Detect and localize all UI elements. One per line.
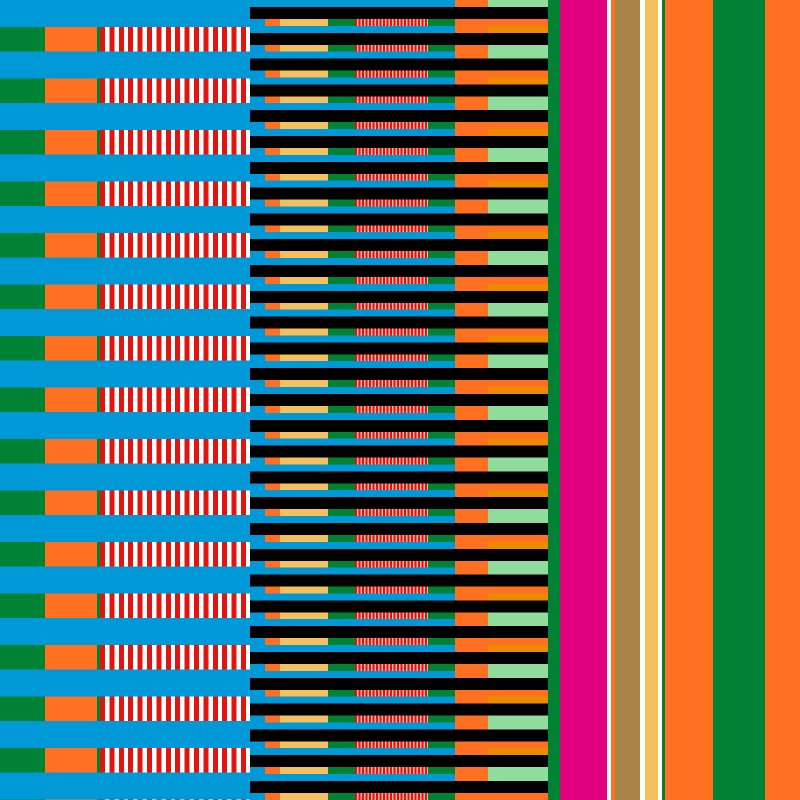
stripe-band — [97, 0, 100, 800]
stripe-band — [548, 0, 560, 800]
vertical-stripe — [560, 0, 607, 800]
vertical-stripe — [713, 0, 765, 800]
vertical-stripe — [645, 0, 658, 800]
stripe-band — [45, 0, 97, 800]
stripe-band — [100, 0, 250, 800]
stripe-band — [0, 0, 45, 800]
vertical-stripe — [765, 0, 800, 800]
stripe-band — [250, 0, 550, 800]
vertical-stripe — [640, 0, 645, 800]
vertical-stripe — [615, 0, 640, 800]
vertical-stripe — [658, 0, 662, 800]
vertical-stripe — [665, 0, 713, 800]
vertical-stripe — [662, 0, 665, 800]
vertical-stripe — [607, 0, 611, 800]
vertical-stripe — [611, 0, 615, 800]
